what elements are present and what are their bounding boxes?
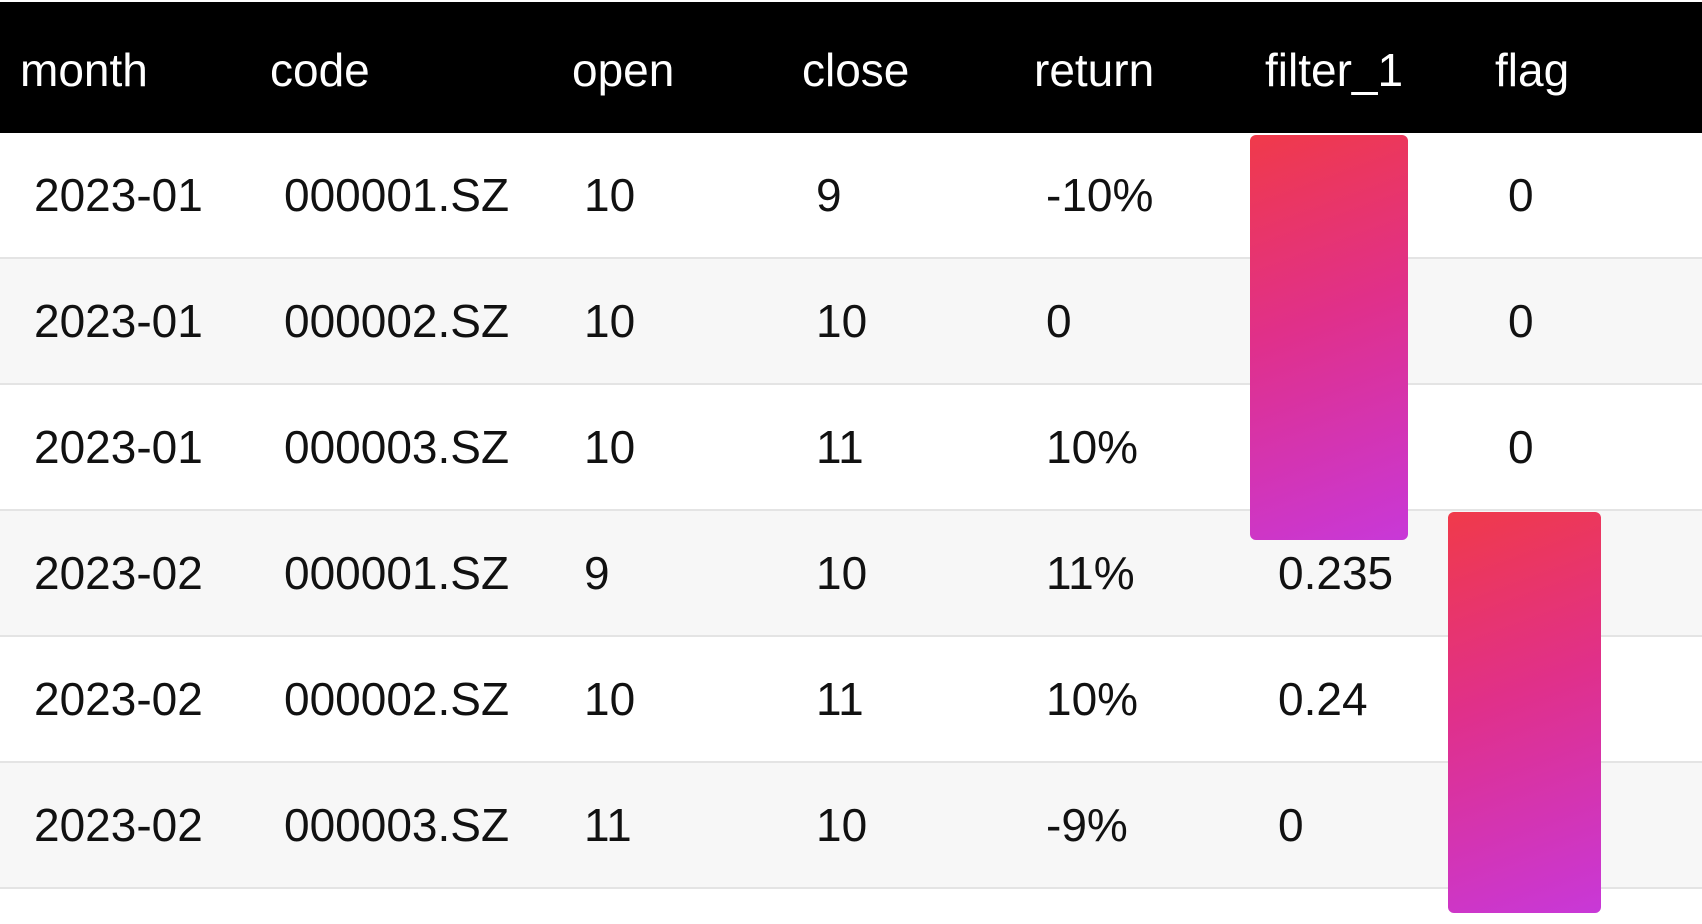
- cell-month: 2023-02: [34, 547, 203, 599]
- cell-return: 0: [1046, 295, 1072, 347]
- column-header-code: code: [270, 44, 370, 96]
- cell-close: 9: [816, 169, 842, 221]
- flag-highlight-box: [1448, 512, 1601, 913]
- cell-filter-1: 0: [1278, 799, 1304, 851]
- cell-close: 11: [816, 421, 864, 473]
- table-row: 2023-01 000002.SZ 10 10 0 0 0: [0, 259, 1702, 385]
- table-row: 2023-01 000001.SZ 10 9 -10% 0.235 0: [0, 133, 1702, 259]
- cell-code: 000002.SZ: [284, 295, 510, 347]
- cell-return: 11%: [1046, 547, 1135, 599]
- cell-return: 10%: [1046, 673, 1139, 725]
- column-header-flag: flag: [1495, 44, 1570, 96]
- column-header-filter-1: filter_1: [1265, 44, 1404, 96]
- cell-open: 11: [584, 799, 632, 851]
- cell-month: 2023-01: [34, 295, 203, 347]
- filter-1-highlight-box: [1250, 135, 1408, 540]
- column-header-month: month: [20, 44, 148, 96]
- table-row: 2023-02 000003.SZ 11 10 -9% 0 1: [0, 763, 1702, 889]
- cell-code: 000001.SZ: [284, 169, 510, 221]
- cell-close: 10: [816, 547, 868, 599]
- cell-return: 10%: [1046, 421, 1139, 473]
- cell-flag: 0: [1508, 421, 1534, 473]
- table-row: 2023-02 000001.SZ 9 10 11% 0.235 1: [0, 511, 1702, 637]
- cell-filter-1: 0.24: [1278, 673, 1368, 725]
- cell-code: 000001.SZ: [284, 547, 510, 599]
- cell-code: 000002.SZ: [284, 673, 510, 725]
- cell-code: 000003.SZ: [284, 799, 510, 851]
- cell-month: 2023-01: [34, 421, 203, 473]
- cell-open: 10: [584, 421, 636, 473]
- column-header-close: close: [802, 44, 910, 96]
- table-row: 2023-01 000003.SZ 10 11 10% 0.5 0: [0, 385, 1702, 511]
- cell-month: 2023-02: [34, 799, 203, 851]
- cell-filter-1: 0.235: [1278, 547, 1394, 599]
- column-header-open: open: [572, 44, 675, 96]
- cell-month: 2023-02: [34, 673, 203, 725]
- cell-flag: 0: [1508, 295, 1534, 347]
- cell-open: 10: [584, 295, 636, 347]
- cell-open: 9: [584, 547, 610, 599]
- cell-flag: 0: [1508, 169, 1534, 221]
- cell-return: -10%: [1046, 169, 1154, 221]
- column-header-return: return: [1034, 44, 1155, 96]
- cell-close: 10: [816, 295, 868, 347]
- cell-open: 10: [584, 673, 636, 725]
- cell-month: 2023-01: [34, 169, 203, 221]
- table-row: 2023-02 000002.SZ 10 11 10% 0.24 0: [0, 637, 1702, 763]
- cell-open: 10: [584, 169, 636, 221]
- cell-code: 000003.SZ: [284, 421, 510, 473]
- cell-close: 11: [816, 673, 864, 725]
- table-header: month code open close return filter_1 fl…: [0, 2, 1702, 133]
- cell-close: 10: [816, 799, 868, 851]
- cell-return: -9%: [1046, 799, 1128, 851]
